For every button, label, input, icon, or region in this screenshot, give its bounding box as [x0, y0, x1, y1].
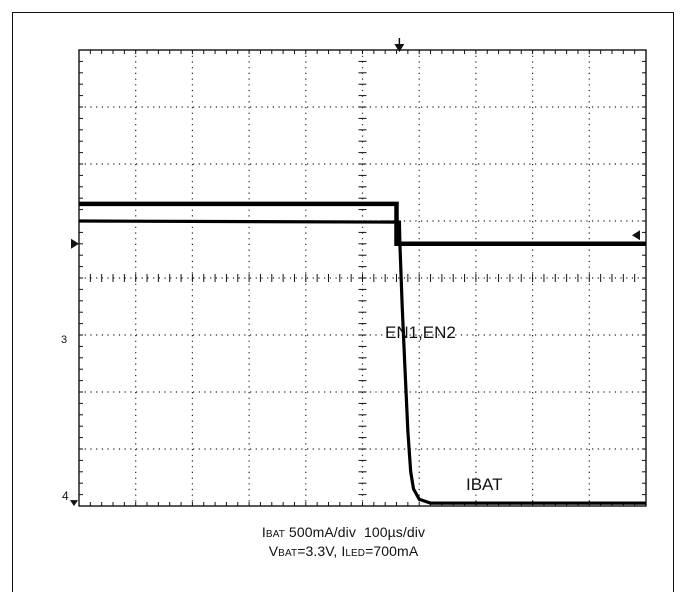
trigger-level-marker — [632, 230, 640, 241]
caption-iled-value: =700mA — [365, 543, 419, 559]
caption-line-2: VBAT=3.3V, ILED=700mA — [0, 543, 687, 559]
channel-3-ground-arrow — [71, 238, 79, 249]
caption-vbat-value: =3.3V, I — [297, 543, 346, 559]
channel-marker-4: 4 — [62, 489, 69, 503]
trace-en1-en2 — [79, 201, 646, 247]
channel-4-ground-arrow — [70, 500, 78, 507]
channel-marker-3: 3 — [61, 334, 67, 346]
caption-ibat-symbol: I — [261, 524, 266, 540]
grid — [78, 49, 647, 507]
caption-ibat-subscript: BAT — [265, 529, 285, 540]
figure-frame — [12, 12, 674, 592]
caption-vbat-subscript: BAT — [278, 548, 298, 559]
trace-ibat — [78, 219, 646, 505]
caption-vbat-symbol: V — [268, 543, 279, 559]
caption-line-1: IBAT 500mA/div 100µs/div — [0, 524, 687, 540]
markers — [70, 38, 640, 507]
trace-label-ibat: IBAT — [466, 475, 503, 494]
trigger-position-marker — [394, 44, 405, 52]
traces — [78, 201, 646, 505]
caption-iled-subscript: LED — [345, 548, 366, 559]
trace-label-en1-en2: EN1,EN2 — [385, 323, 456, 342]
caption-scale-text: 500mA/div 100µs/div — [284, 524, 426, 540]
